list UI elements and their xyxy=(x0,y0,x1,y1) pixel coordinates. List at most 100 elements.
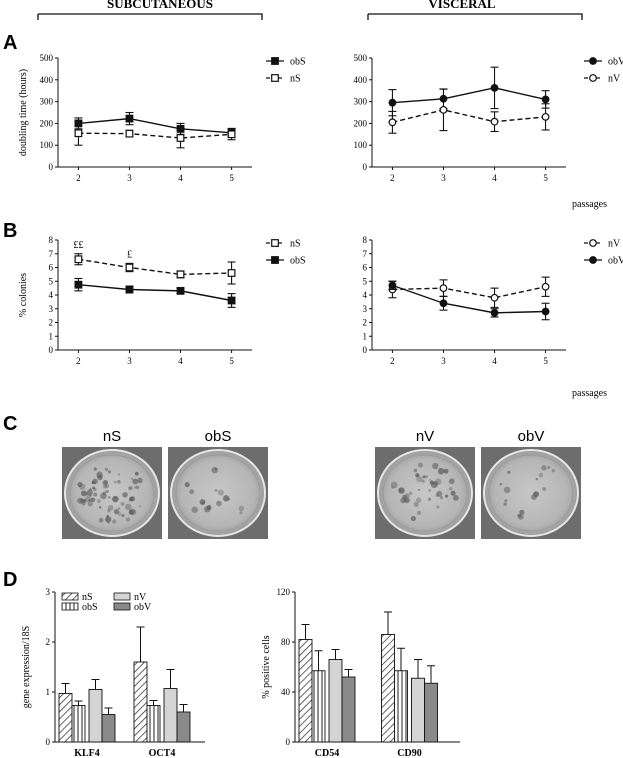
dish-plate xyxy=(170,449,266,537)
bar-nS-OCT4 xyxy=(133,661,148,743)
dish-plate xyxy=(377,449,473,537)
colony-spot xyxy=(413,468,418,473)
y-axis-label: % positive cells xyxy=(261,635,272,698)
y-tick-label: 100 xyxy=(40,140,54,150)
y-tick-label: 7 xyxy=(49,249,54,259)
x-tick-label: 3 xyxy=(441,173,446,183)
colony-spot xyxy=(137,477,143,484)
y-tick-label: 2 xyxy=(49,318,54,328)
y-tick-label: 2 xyxy=(363,318,368,328)
colony-spot xyxy=(416,497,422,503)
x-tick-label: 5 xyxy=(543,356,548,366)
colony-spot xyxy=(87,501,93,507)
data-point-nV xyxy=(388,118,397,127)
x-tick-label: 5 xyxy=(229,173,234,183)
x-tick-label: 4 xyxy=(492,173,497,183)
chart-doubling-time-visceral: 0 100 200 300 400 500 2 3 4 5 obV nV xyxy=(354,53,623,183)
colony-spot xyxy=(542,487,546,491)
colony-spot xyxy=(189,489,194,495)
series-line-obV xyxy=(392,87,546,104)
legend-label-obS: obS xyxy=(290,57,306,68)
dish-label: obS xyxy=(205,428,232,445)
x-tick-label: 4 xyxy=(492,356,497,366)
legend-swatch-obS xyxy=(61,602,79,611)
x-tick-label: 3 xyxy=(127,173,132,183)
colony-spot xyxy=(113,480,117,484)
series-line-nV xyxy=(392,109,546,123)
colony-spot xyxy=(86,489,93,496)
colony-spot xyxy=(428,489,432,492)
significance-mark: £ xyxy=(127,249,132,260)
colony-spot xyxy=(105,489,109,494)
colony-spot xyxy=(214,467,218,470)
y-tick-label: 300 xyxy=(354,97,368,107)
colony-spot xyxy=(84,495,92,503)
colony-spot xyxy=(418,462,424,468)
y-tick-label: 40 xyxy=(281,687,291,697)
bar-obV-OCT4 xyxy=(176,711,191,743)
y-tick-label: 7 xyxy=(363,249,368,259)
y-tick-label: 0 xyxy=(286,737,291,747)
data-point-obS xyxy=(176,286,185,295)
colony-spot xyxy=(184,482,190,488)
data-point-nV xyxy=(490,293,499,302)
colony-spot xyxy=(118,507,121,510)
y-tick-label: 1 xyxy=(49,331,54,341)
legend-marker-obV xyxy=(589,57,597,65)
colony-spot xyxy=(551,469,556,473)
legend-marker-obS xyxy=(271,256,279,264)
y-tick-label: 3 xyxy=(46,587,51,597)
colony-spot xyxy=(98,506,102,509)
colony-spot xyxy=(437,467,445,475)
colony-spot xyxy=(112,495,119,503)
colony-spot xyxy=(391,486,394,489)
dish-label: obV xyxy=(518,428,545,445)
colony-spot xyxy=(398,487,405,494)
panel-letter-c: C xyxy=(3,413,17,435)
colony-spot xyxy=(239,511,243,515)
dish-nV xyxy=(375,447,475,539)
colony-spot xyxy=(132,478,139,485)
chart-positive-cells: 0 40 80 120 % positive cells CD54 CD90 xyxy=(261,587,460,758)
colony-spot xyxy=(429,478,432,481)
colony-spot xyxy=(100,492,107,500)
y-tick-label: 500 xyxy=(40,53,54,63)
colony-spot xyxy=(107,504,114,511)
x-tick-label: 2 xyxy=(390,356,395,366)
legend-label-nV: nV xyxy=(608,239,621,250)
data-point-nS xyxy=(74,255,83,264)
dish-plate xyxy=(64,449,160,537)
colony-spot xyxy=(104,467,109,471)
colony-spot xyxy=(453,494,459,501)
passages-label-a: passages xyxy=(572,199,607,210)
bar-nS-CD90 xyxy=(381,634,395,743)
data-point-nV xyxy=(490,117,499,126)
series-line-obV xyxy=(392,284,546,314)
colony-spot xyxy=(533,491,539,498)
panel-letter-d: D xyxy=(3,569,17,591)
colony-spot xyxy=(519,509,525,515)
colony-spot xyxy=(422,475,426,479)
bar-nS-KLF4 xyxy=(58,693,73,743)
chart-colonies-visceral: 0 1 2 3 4 5 6 7 8 2 3 4 5 nV obV xyxy=(363,235,623,366)
y-tick-label: 5 xyxy=(363,276,368,286)
legend-marker-obV xyxy=(589,256,597,264)
bar-obV-KLF4 xyxy=(101,714,116,743)
y-axis-label: gene expression/18S xyxy=(21,626,32,709)
colony-spot xyxy=(103,484,107,489)
colony-spot xyxy=(112,519,117,524)
bar-nV-CD54 xyxy=(328,659,343,743)
legend-label-obS: obS xyxy=(82,602,98,613)
colony-spot xyxy=(434,478,442,486)
colony-spot xyxy=(122,492,128,498)
colony-spot xyxy=(504,499,508,503)
colony-spot xyxy=(436,505,440,509)
colony-spot xyxy=(77,482,83,488)
y-tick-label: 400 xyxy=(354,75,368,85)
legend-marker-nS xyxy=(271,74,279,82)
data-point-obV xyxy=(490,83,499,92)
colony-spot xyxy=(503,486,511,494)
legend-marker-nS xyxy=(271,239,279,247)
colony-spot xyxy=(130,477,134,481)
colony-dish-photos: nS obS nV obV xyxy=(62,428,581,539)
